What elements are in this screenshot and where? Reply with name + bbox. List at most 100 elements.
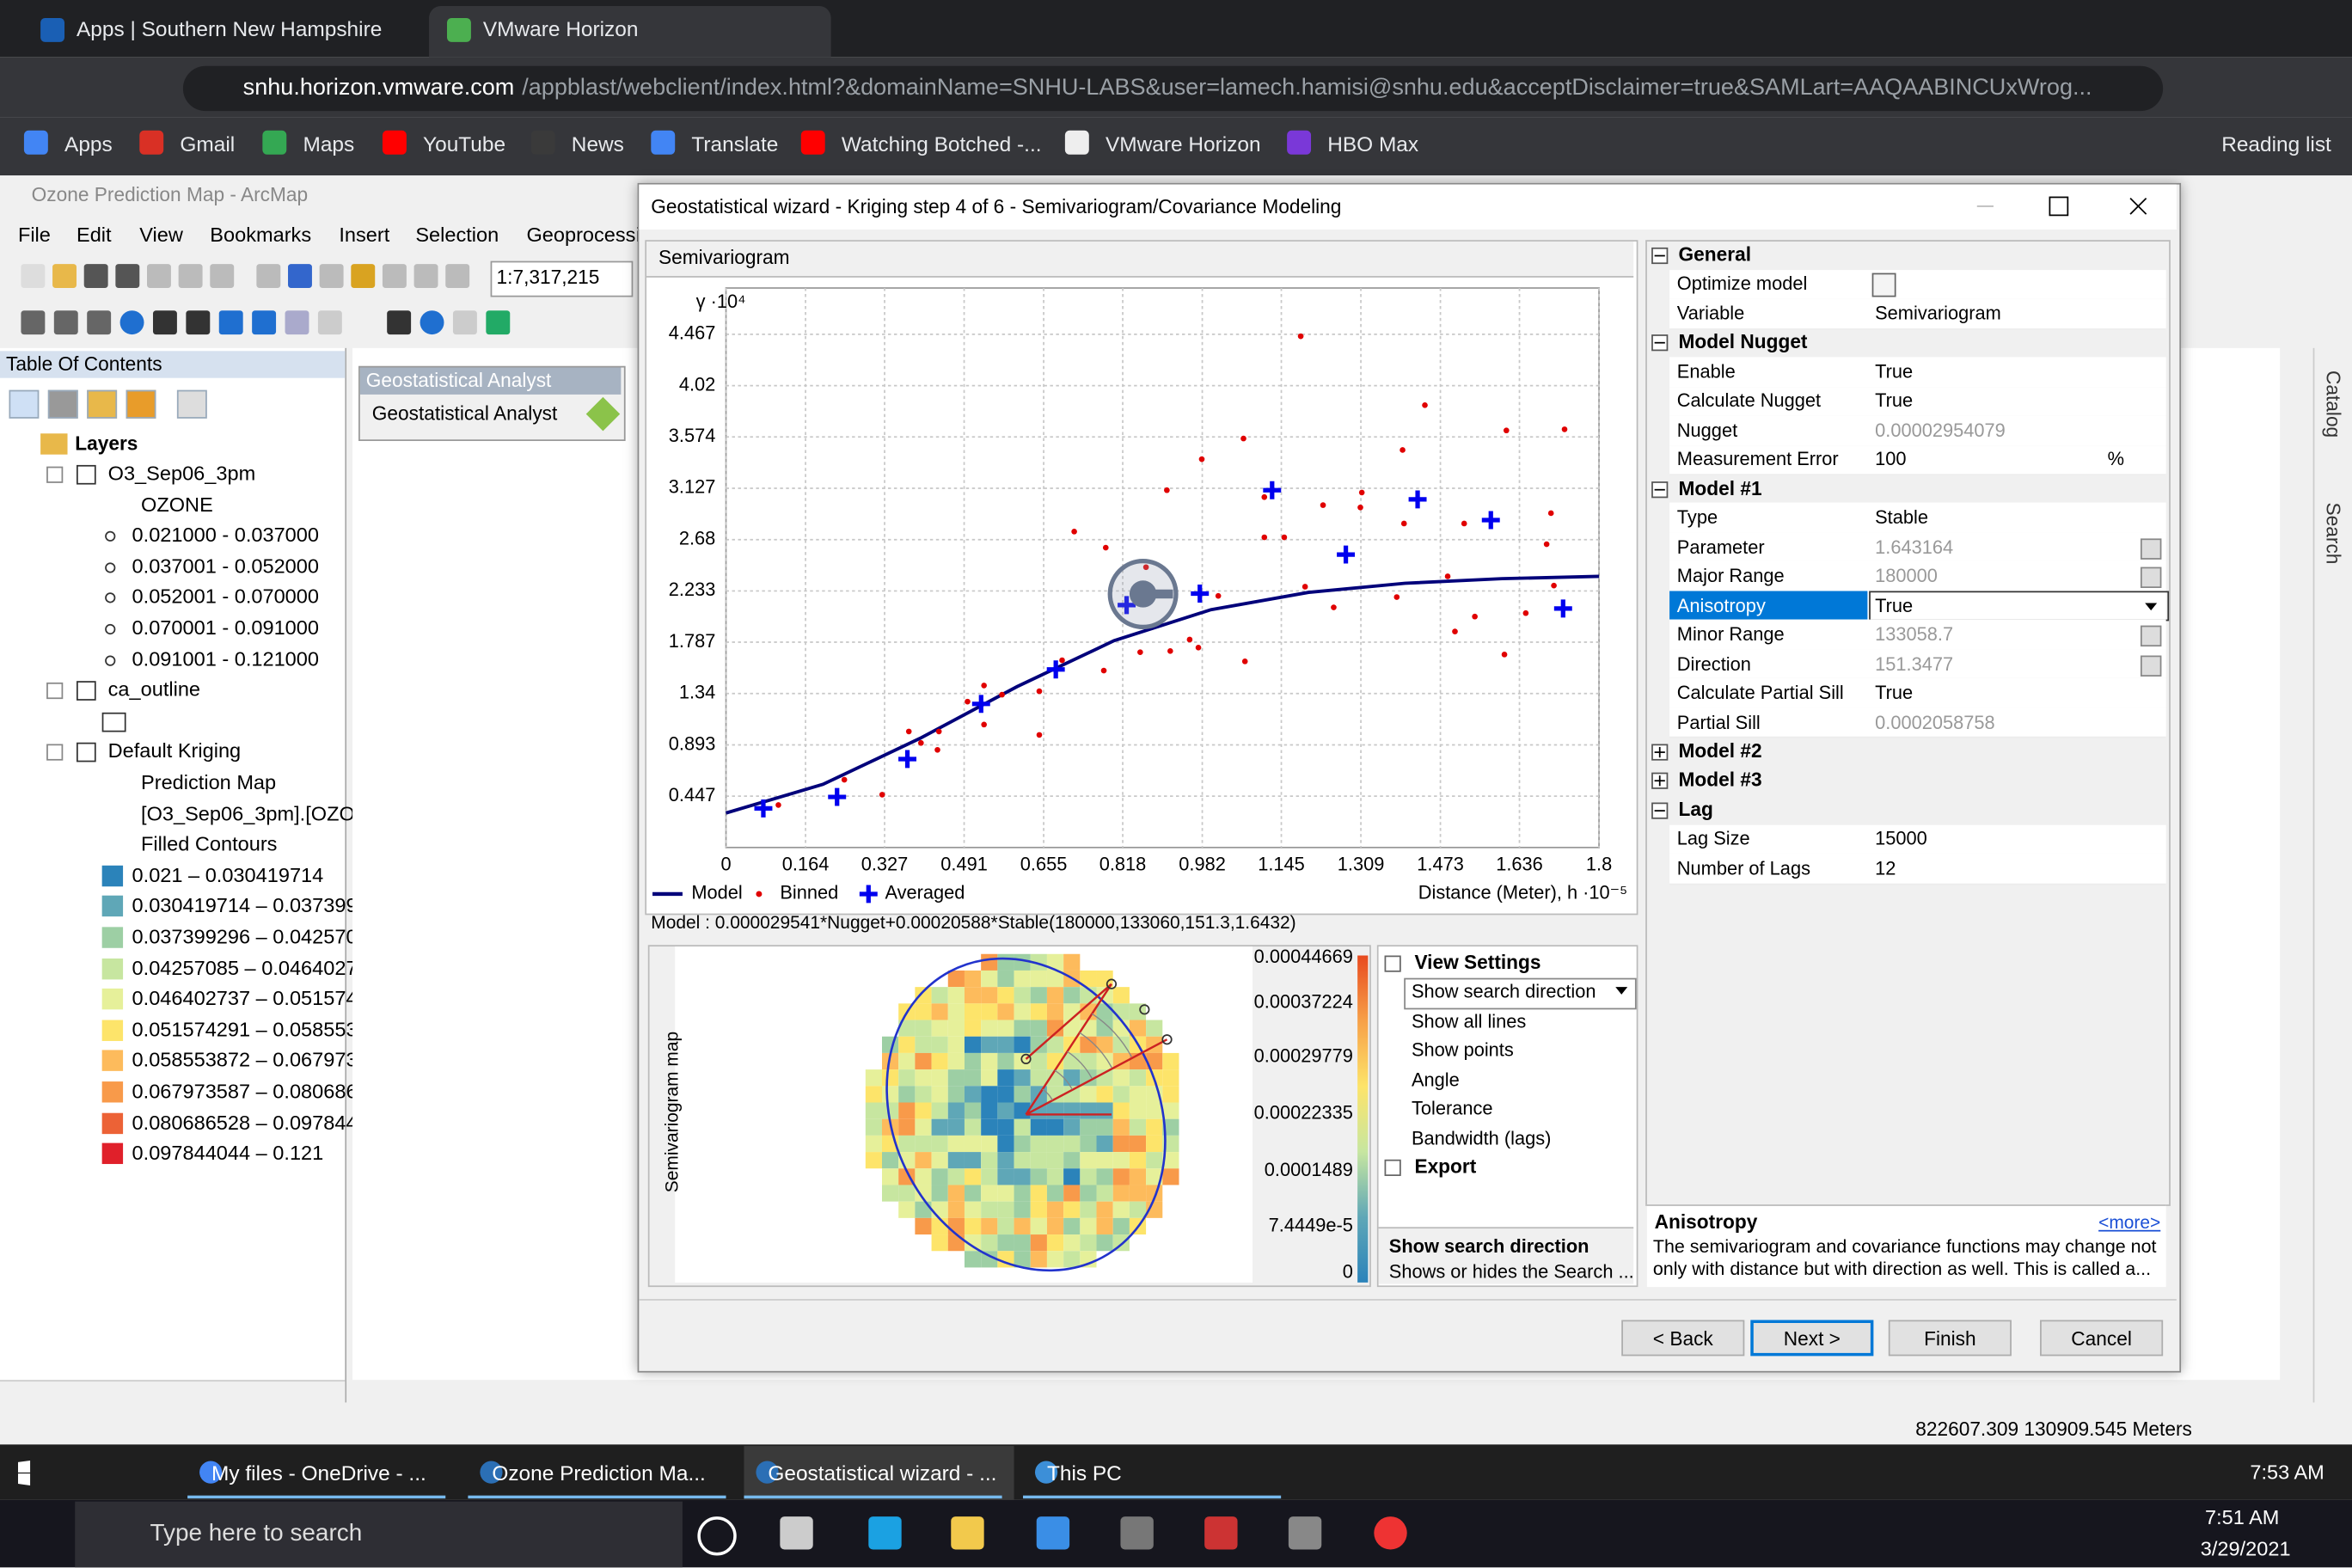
property-value[interactable]: 0.0002058758 [1875,711,1995,733]
property-value[interactable]: 1.643164 [1875,536,1954,558]
taskbar-window[interactable]: Geostatistical wizard - ... [768,1461,997,1485]
calc-button[interactable] [2140,567,2162,589]
wizard-button[interactable] [1750,1320,1874,1357]
property-name[interactable]: Measurement Error [1676,449,1839,470]
property-value[interactable]: 180000 [1875,566,1938,587]
menu-item[interactable]: View [139,223,183,247]
property-value[interactable]: 151.3477 [1875,653,1954,675]
wizard-button[interactable] [2040,1320,2164,1357]
vs-expander[interactable] [1384,955,1401,972]
wizard-button[interactable] [1621,1320,1745,1357]
layer-expander[interactable] [46,744,64,762]
layer-expander[interactable] [46,466,64,483]
browser-tab[interactable] [429,5,831,58]
property-value[interactable]: True [1875,390,1914,412]
vs-row[interactable]: Angle [1411,1069,1460,1090]
pinned-app[interactable] [1120,1516,1154,1550]
wizard-button[interactable] [1888,1320,2012,1357]
menu-item[interactable]: File [17,223,51,247]
bookmark[interactable]: Watching Botched -... [841,132,1042,156]
menu-item[interactable]: Selection [415,223,499,247]
tab-title[interactable]: VMware Horizon [482,16,639,41]
wizard-button-label[interactable]: Next > [1783,1327,1841,1351]
vs-row[interactable]: Bandwidth (lags) [1411,1127,1552,1148]
layer-expander[interactable] [46,683,64,700]
pinned-app[interactable] [780,1516,813,1550]
pinned-app[interactable] [697,1516,737,1556]
property-name[interactable]: Minor Range [1676,624,1785,646]
side-tab[interactable]: Catalog [2322,370,2345,438]
bookmark[interactable]: YouTube [423,132,506,156]
calc-button[interactable] [2140,537,2162,560]
property-value[interactable]: 15000 [1875,828,1927,850]
property-name[interactable]: Type [1676,507,1718,529]
menu-item[interactable]: Geoprocessi [526,223,640,247]
wizard-button-label[interactable]: Finish [1924,1327,1976,1351]
vs-expander[interactable] [1384,1159,1401,1176]
optimize-button[interactable] [1871,273,1896,298]
calc-button[interactable] [2140,625,2162,647]
pinned-app[interactable] [1288,1516,1322,1550]
property-name[interactable]: Calculate Nugget [1676,390,1822,412]
taskbar-window[interactable]: My files - OneDrive - ... [211,1461,426,1485]
property-name[interactable]: Parameter [1676,536,1765,558]
pinned-app[interactable] [1374,1516,1407,1550]
property-name[interactable]: Lag Size [1676,828,1750,850]
property-name[interactable]: Partial Sill [1676,711,1761,733]
property-name[interactable]: Nugget [1676,420,1738,441]
property-name[interactable]: Calculate Partial Sill [1676,683,1844,704]
property-value[interactable]: 12 [1875,857,1896,879]
menu-item[interactable]: Insert [339,223,390,247]
layer-checkbox[interactable] [76,743,96,763]
property-value[interactable]: 0.00002954079 [1875,420,2006,441]
pinned-app[interactable] [1036,1516,1070,1550]
property-name[interactable]: Anisotropy [1676,595,1766,616]
vs-row[interactable]: Show points [1411,1039,1514,1061]
bookmark[interactable]: Apps [64,132,113,156]
dropdown-arrow[interactable] [2145,602,2158,616]
property-value[interactable]: 100 [1875,449,1907,470]
property-name[interactable]: Major Range [1676,566,1785,587]
help-more[interactable]: <more> [2098,1211,2161,1234]
property-value[interactable]: True [1875,361,1914,383]
layer-checkbox[interactable] [76,464,96,485]
ga-button[interactable]: Geostatistical Analyst [371,401,558,425]
wizard-button-label[interactable]: Cancel [2071,1327,2132,1351]
pinned-app[interactable] [868,1516,902,1550]
side-tab[interactable]: Search [2322,502,2345,565]
property-name[interactable]: Optimize model [1676,273,1808,295]
bookmark[interactable]: Translate [691,132,779,156]
property-value[interactable]: True [1875,683,1914,704]
taskbar-window[interactable]: This PC [1046,1461,1122,1485]
property-name[interactable]: Number of Lags [1676,857,1810,879]
vs-row[interactable]: Show all lines [1411,1010,1527,1032]
bookmark[interactable]: VMware Horizon [1105,132,1261,156]
bookmark[interactable]: Gmail [180,132,236,156]
property-value[interactable]: Semivariogram [1875,303,2001,324]
wizard-button-label[interactable]: < Back [1652,1327,1713,1351]
bookmark[interactable]: HBO Max [1327,132,1419,156]
url-field[interactable] [182,65,2164,112]
layer-checkbox[interactable] [76,681,96,701]
pinned-app[interactable] [1204,1516,1238,1550]
property-value[interactable]: True [1875,595,1914,616]
tab-title[interactable]: Apps | Southern New Hampshire [76,16,383,41]
property-name[interactable]: Variable [1676,303,1745,324]
bookmark[interactable]: Maps [303,132,355,156]
menu-item[interactable]: Edit [76,223,112,247]
reading-list[interactable]: Reading list [2221,132,2331,156]
vs-row[interactable]: Tolerance [1411,1098,1493,1119]
taskbar-window[interactable]: Ozone Prediction Ma... [492,1461,706,1485]
pinned-app[interactable] [951,1516,984,1550]
property-name[interactable]: Enable [1676,361,1736,383]
property-value[interactable]: Stable [1875,507,1928,529]
vs-dropdown[interactable] [1404,977,1637,1010]
bookmark[interactable]: News [571,132,624,156]
search-box[interactable] [75,1501,683,1568]
search-placeholder[interactable]: Type here to search [150,1521,363,1547]
property-value[interactable]: 133058.7 [1875,624,1954,646]
menu-item[interactable]: Bookmarks [210,223,312,247]
property-name[interactable]: Direction [1676,653,1751,675]
calc-button[interactable] [2140,654,2162,677]
vs-row[interactable]: Show search direction [1411,981,1596,1002]
